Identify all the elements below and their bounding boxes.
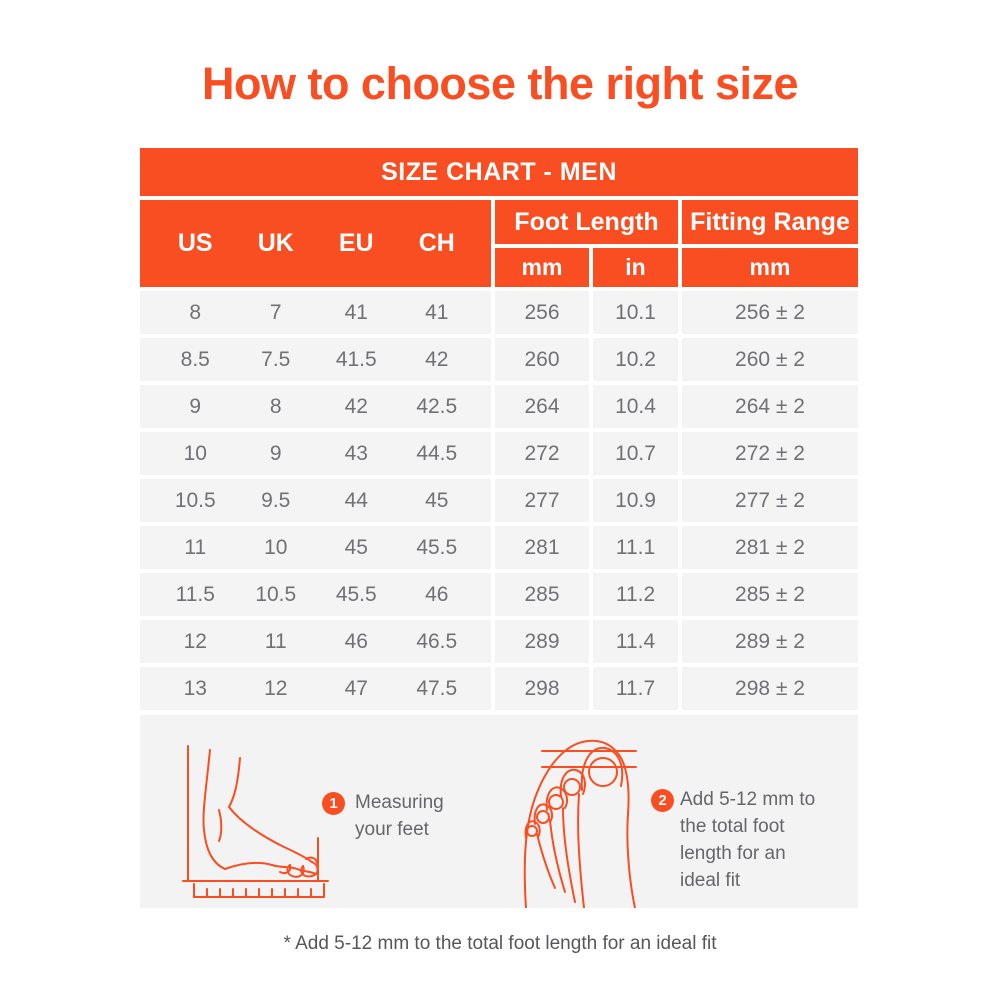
cell-eu: 45.5 <box>335 582 377 606</box>
cell-fitting-range: 264 ± 2 <box>682 385 858 428</box>
cell-us: 8.5 <box>180 347 210 371</box>
size-systems-header: US UK EU CH <box>140 200 491 287</box>
cell-eu: 43 <box>344 441 368 465</box>
cell-ch: 41 <box>425 300 449 324</box>
column-header-uk: UK <box>257 229 294 257</box>
cell-foot-length-in: 11.2 <box>593 573 678 616</box>
cell-foot-length-in: 11.4 <box>593 620 678 663</box>
cell-us: 11 <box>184 535 207 559</box>
cell-ch: 47.5 <box>416 676 458 700</box>
cell-uk: 9.5 <box>261 488 291 512</box>
cell-foot-length-mm: 260 <box>495 338 589 381</box>
table-row-sizes: 11.5 10.5 45.5 46 <box>140 573 491 616</box>
cell-foot-length-mm: 256 <box>495 291 589 334</box>
cell-eu: 44 <box>344 488 368 512</box>
table-row-sizes: 9 8 42 42.5 <box>140 385 491 428</box>
page-title: How to choose the right size <box>201 58 799 109</box>
cell-uk: 11 <box>264 629 287 653</box>
cell-us: 10 <box>183 441 207 465</box>
cell-uk: 7.5 <box>261 347 291 371</box>
column-header-eu: EU <box>338 229 374 257</box>
cell-us: 13 <box>183 676 207 700</box>
cell-us: 11.5 <box>175 582 215 606</box>
cell-ch: 46.5 <box>416 629 458 653</box>
cell-eu: 47 <box>344 676 368 700</box>
table-row-sizes: 11 10 45 45.5 <box>140 526 491 569</box>
cell-ch: 44.5 <box>416 441 458 465</box>
cell-us: 10.5 <box>174 488 216 512</box>
cell-foot-length-mm: 289 <box>495 620 589 663</box>
cell-fitting-range: 277 ± 2 <box>682 479 858 522</box>
cell-foot-length-mm: 285 <box>495 573 589 616</box>
cell-fitting-range: 289 ± 2 <box>682 620 858 663</box>
size-systems-header-row: US UK EU CH <box>140 229 491 258</box>
step-2-badge: 2 <box>651 789 674 812</box>
cell-us: 9 <box>189 394 202 418</box>
cell-eu: 41 <box>344 300 368 324</box>
cell-foot-length-mm: 277 <box>495 479 589 522</box>
column-header-us: US <box>177 229 213 257</box>
foot-top-toes-illustration <box>523 739 637 908</box>
cell-foot-length-mm: 281 <box>495 526 589 569</box>
cell-eu: 46 <box>344 629 368 653</box>
cell-uk: 7 <box>269 300 282 324</box>
cell-ch: 46 <box>425 582 449 606</box>
size-chart-table: SIZE CHART - MEN US UK EU CH Foot Length… <box>140 148 858 710</box>
cell-uk: 10 <box>264 535 288 559</box>
cell-ch: 45 <box>425 488 449 512</box>
table-row-sizes: 13 12 47 47.5 <box>140 667 491 710</box>
foot-side-measure-illustration <box>182 745 329 898</box>
cell-fitting-range: 272 ± 2 <box>682 432 858 475</box>
cell-fitting-range: 256 ± 2 <box>682 291 858 334</box>
cell-foot-length-mm: 272 <box>495 432 589 475</box>
table-row-sizes: 8 7 41 41 <box>140 291 491 334</box>
column-header-fitting-range: Fitting Range <box>682 200 858 244</box>
cell-foot-length-in: 11.1 <box>593 526 678 569</box>
cell-foot-length-in: 10.9 <box>593 479 678 522</box>
cell-eu: 42 <box>344 394 368 418</box>
cell-foot-length-in: 10.2 <box>593 338 678 381</box>
cell-fitting-range: 285 ± 2 <box>682 573 858 616</box>
cell-fitting-range: 281 ± 2 <box>682 526 858 569</box>
cell-uk: 9 <box>269 441 282 465</box>
cell-fitting-range: 298 ± 2 <box>682 667 858 710</box>
unit-header-fitting-mm: mm <box>682 248 858 287</box>
cell-foot-length-in: 10.7 <box>593 432 678 475</box>
cell-uk: 8 <box>269 394 282 418</box>
column-header-ch: CH <box>418 229 455 257</box>
unit-header-in: in <box>593 248 678 287</box>
table-row-sizes: 8.5 7.5 41.5 42 <box>140 338 491 381</box>
cell-fitting-range: 260 ± 2 <box>682 338 858 381</box>
cell-us: 8 <box>189 300 202 324</box>
table-row-sizes: 10 9 43 44.5 <box>140 432 491 475</box>
cell-eu: 45 <box>344 535 368 559</box>
table-banner: SIZE CHART - MEN <box>140 148 858 196</box>
cell-foot-length-in: 11.7 <box>593 667 678 710</box>
unit-header-mm: mm <box>495 248 589 287</box>
table-row-sizes: 10.5 9.5 44 45 <box>140 479 491 522</box>
cell-ch: 45.5 <box>416 535 458 559</box>
step-2-text: Add 5-12 mm to the total foot length for… <box>680 789 816 891</box>
cell-eu: 41.5 <box>335 347 377 371</box>
cell-foot-length-mm: 264 <box>495 385 589 428</box>
footnote: * Add 5-12 mm to the total foot length f… <box>283 933 717 954</box>
column-header-foot-length: Foot Length <box>495 200 678 244</box>
step-1-badge: 1 <box>322 792 345 815</box>
cell-foot-length-mm: 298 <box>495 667 589 710</box>
cell-foot-length-in: 10.1 <box>593 291 678 334</box>
cell-uk: 12 <box>264 676 288 700</box>
cell-ch: 42 <box>425 347 449 371</box>
cell-us: 12 <box>183 629 207 653</box>
cell-uk: 10.5 <box>255 582 297 606</box>
cell-foot-length-in: 10.4 <box>593 385 678 428</box>
cell-ch: 42.5 <box>416 394 458 418</box>
table-row-sizes: 12 11 46 46.5 <box>140 620 491 663</box>
illustration-panel: 1 Measuring your feet 2 Add 5-12 mm to t… <box>140 715 858 908</box>
step-1-text: Measuring your feet <box>355 792 444 840</box>
